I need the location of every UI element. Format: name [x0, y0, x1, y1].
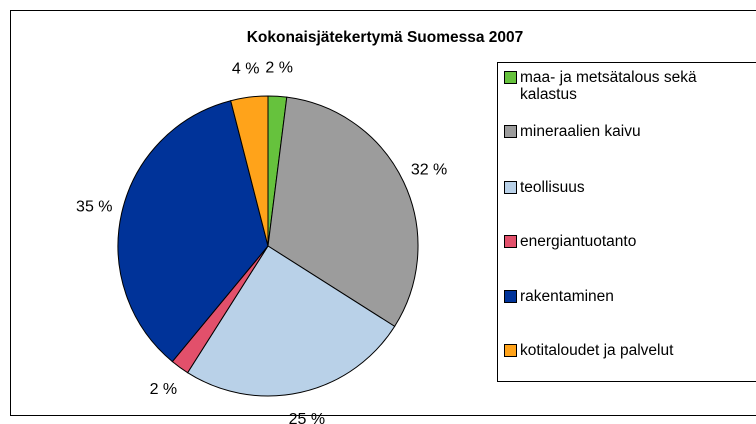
legend-label: kotitaloudet ja palvelut: [520, 342, 674, 359]
legend-entry: kotitaloudet ja palvelut: [504, 342, 752, 359]
legend-entry: mineraalien kaivu: [504, 123, 752, 140]
legend-swatch: [504, 125, 517, 138]
legend-label: mineraalien kaivu: [520, 123, 641, 140]
pie-slice: [267, 96, 419, 328]
chart-title: Kokonaisjätekertymä Suomessa 2007: [247, 29, 524, 46]
data-label: 2 %: [150, 381, 178, 398]
legend-entry: teollisuus: [504, 179, 752, 196]
data-label: 4 %: [232, 61, 260, 78]
legend-entry: rakentaminen: [504, 288, 752, 305]
legend-label: energiantuotanto: [520, 233, 637, 250]
legend-label: teollisuus: [520, 179, 585, 196]
legend: maa- ja metsätalous sekä kalastus mineraa…: [497, 62, 756, 382]
data-label: 2 %: [265, 60, 293, 77]
data-label: 35 %: [76, 198, 112, 215]
data-label: 25 %: [289, 411, 325, 424]
pie-slice: [186, 245, 396, 397]
legend-entry: maa- ja metsätalous sekä kalastus: [504, 69, 752, 103]
legend-swatch: [504, 71, 517, 84]
legend-swatch: [504, 290, 517, 303]
legend-label: maa- ja metsätalous sekä kalastus: [520, 69, 697, 103]
legend-swatch: [504, 181, 517, 194]
legend-label: rakentaminen: [520, 288, 614, 305]
legend-entry: energiantuotanto: [504, 233, 752, 250]
legend-swatch: [504, 235, 517, 248]
pie-slice: [117, 100, 269, 363]
pie-slice: [230, 95, 269, 247]
legend-swatch: [504, 344, 517, 357]
data-label: 32 %: [411, 161, 447, 178]
